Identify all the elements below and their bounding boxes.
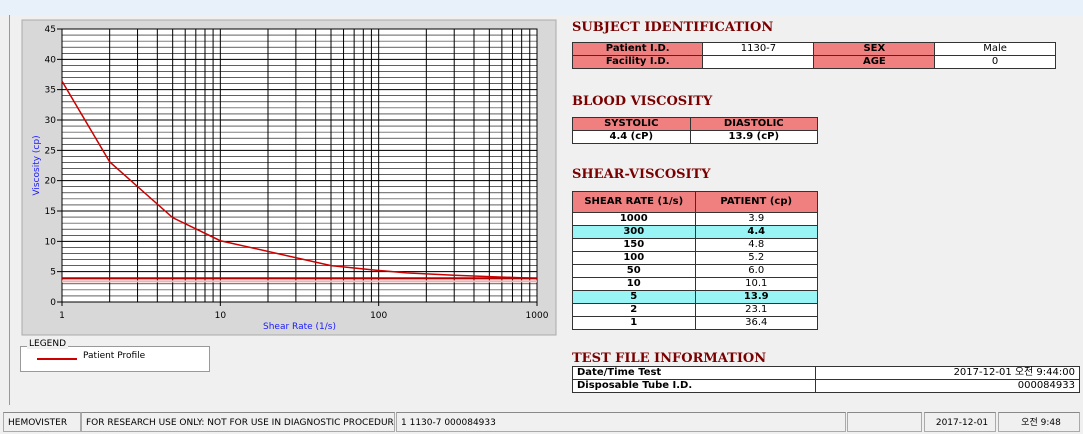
row: 100 5.2 [572, 251, 818, 265]
legend-label: Patient Profile [83, 351, 146, 361]
x-tick-label: 100 [370, 311, 387, 321]
cell: Facility I.D. [571, 55, 704, 69]
cell: 4.4 (cP) [572, 130, 691, 144]
cell: 13.9 (cP) [689, 130, 819, 144]
cell: Patient I.D. [571, 42, 704, 56]
top-strip [0, 0, 1083, 15]
cell: Male [934, 42, 1056, 56]
row: Patient I.D. 1130-7 SEX Male [571, 42, 1056, 56]
cell: 5.2 [694, 251, 818, 265]
y-axis-label: Viscosity (cp) [32, 135, 42, 195]
section-title: TEST FILE INFORMATION [572, 351, 767, 366]
cell: PATIENT (cp) [694, 191, 818, 213]
data-line [61, 80, 538, 280]
cell: 100 [572, 251, 696, 265]
legend-title: LEGEND [27, 339, 69, 349]
row: Disposable Tube I.D. 000084933 [571, 379, 1080, 393]
section-title: SUBJECT IDENTIFICATION [572, 20, 774, 35]
y-tick-label: 15 [45, 207, 56, 217]
section-title: SHEAR-VISCOSITY [572, 167, 711, 182]
cell: 2 [572, 303, 696, 317]
cell: 4.8 [694, 238, 818, 252]
row: 4.4 (cP) 13.9 (cP) [572, 130, 819, 144]
status-cell [847, 412, 922, 432]
cell: 0 [934, 55, 1056, 69]
cell: 150 [572, 238, 696, 252]
cell: 5 [572, 290, 696, 304]
y-tick-label: 10 [45, 237, 57, 247]
y-tick-label: 5 [50, 268, 56, 278]
status-cell: 2017-12-01 [924, 412, 996, 432]
cell: 10.1 [694, 277, 818, 291]
cell: SYSTOLIC [572, 117, 691, 131]
cell: 6.0 [694, 264, 818, 278]
row: 5 13.9 [572, 290, 818, 304]
y-tick-label: 0 [50, 298, 56, 308]
subject-table: Patient I.D. 1130-7 SEX Male Facility I.D. AG… [571, 42, 1056, 69]
plot-area [61, 28, 538, 303]
x-tick-label: 10 [215, 311, 227, 321]
row: 10 10.1 [572, 277, 818, 291]
cell: 1 [572, 316, 696, 330]
x-tick-label: 1000 [526, 311, 549, 321]
row: Date/Time Test 2017-12-01 오전 9:44:00 [571, 366, 1080, 380]
cell: 23.1 [694, 303, 818, 317]
cell: Date/Time Test [571, 366, 817, 380]
cell: 000084933 [815, 379, 1080, 393]
cell: 300 [572, 225, 696, 239]
x-tick-label: 1 [59, 311, 65, 321]
status-cell: 오전 9:48 [998, 412, 1080, 432]
y-tick-label: 35 [45, 86, 56, 96]
row: Facility I.D. AGE 0 [571, 55, 1056, 69]
cell: 36.4 [694, 316, 818, 330]
cell: 50 [572, 264, 696, 278]
cell: 10 [572, 277, 696, 291]
y-tick-label: 20 [45, 177, 57, 187]
cell: SHEAR RATE (1/s) [572, 191, 696, 213]
cell: 13.9 [694, 290, 818, 304]
row: SYSTOLIC DIASTOLIC [572, 117, 819, 131]
y-tick-label: 40 [45, 55, 57, 65]
section-title: BLOOD VISCOSITY [572, 94, 713, 109]
cell: 2017-12-01 오전 9:44:00 [815, 366, 1080, 380]
row: SHEAR RATE (1/s) PATIENT (cp) [572, 191, 818, 213]
row: 150 4.8 [572, 238, 818, 252]
row: 1000 3.9 [572, 212, 818, 226]
file-table: Date/Time Test 2017-12-01 오전 9:44:00 Dispo… [571, 366, 1080, 393]
row: 1 36.4 [572, 316, 818, 330]
left-border [9, 15, 10, 405]
y-tick-label: 25 [45, 146, 56, 156]
cell: Disposable Tube I.D. [571, 379, 817, 393]
cell: AGE [813, 55, 936, 69]
row: 300 4.4 [572, 225, 818, 239]
legend-swatch [37, 358, 77, 360]
cell: DIASTOLIC [689, 117, 819, 131]
cell: 3.9 [694, 212, 818, 226]
status-cell: FOR RESEARCH USE ONLY: NOT FOR USE IN DI… [81, 412, 395, 432]
cell: SEX [813, 42, 936, 56]
chart: 1 10 100 1000 0 5 10 15 20 25 30 35 40 45 Shear Rate (… [21, 19, 557, 336]
y-tick-label: 45 [45, 25, 56, 35]
legend: LEGEND Patient Profile [20, 339, 210, 372]
cell [702, 55, 815, 69]
row: 2 23.1 [572, 303, 818, 317]
y-tick-label: 30 [45, 116, 57, 126]
cell: 4.4 [694, 225, 818, 239]
row: 50 6.0 [572, 264, 818, 278]
cell: 1000 [572, 212, 696, 226]
status-cell: HEMOVISTER [3, 412, 81, 432]
status-cell: 1 1130-7 000084933 [396, 412, 846, 432]
cell: 1130-7 [702, 42, 815, 56]
shear-table: SHEAR RATE (1/s) PATIENT (cp) 1000 3.9 300 4.… [572, 191, 818, 330]
x-axis-label: Shear Rate (1/s) [263, 322, 336, 332]
blood-table: SYSTOLIC DIASTOLIC 4.4 (cP) 13.9 (cP) [572, 117, 819, 144]
